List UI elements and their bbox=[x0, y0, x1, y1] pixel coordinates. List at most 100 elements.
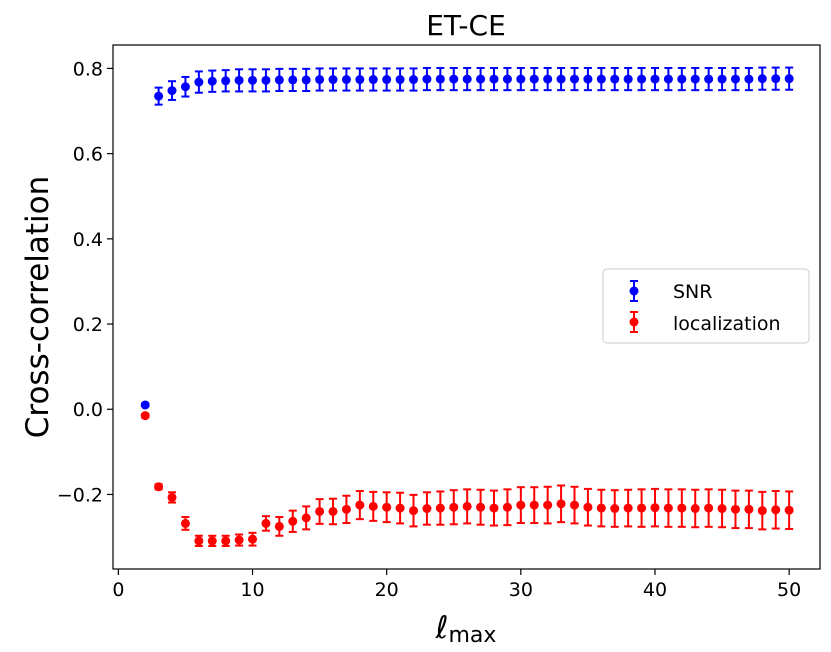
localization-marker bbox=[140, 411, 150, 421]
localization-point bbox=[140, 411, 150, 421]
localization-point bbox=[167, 491, 177, 504]
localization-marker bbox=[409, 506, 419, 516]
snr-point bbox=[234, 68, 244, 93]
localization-point bbox=[757, 490, 767, 531]
snr-point bbox=[637, 67, 647, 92]
localization-point bbox=[771, 490, 781, 530]
localization-marker bbox=[288, 516, 298, 526]
snr-point bbox=[650, 67, 660, 92]
legend-label-localization: localization bbox=[673, 313, 781, 335]
localization-point bbox=[744, 489, 754, 530]
snr-marker bbox=[167, 86, 177, 96]
x-tick-label: 0 bbox=[112, 579, 124, 601]
localization-marker bbox=[516, 500, 526, 510]
localization-point bbox=[637, 488, 647, 528]
localization-point bbox=[207, 534, 217, 547]
snr-point bbox=[623, 67, 633, 92]
localization-marker bbox=[422, 504, 432, 514]
snr-point bbox=[435, 67, 445, 92]
y-tick-label: 0.6 bbox=[73, 144, 103, 166]
x-axis-label-sub: max bbox=[448, 623, 496, 648]
y-tick-label: 0.8 bbox=[73, 58, 103, 80]
snr-point bbox=[154, 86, 164, 106]
localization-point bbox=[663, 488, 673, 528]
localization-marker bbox=[301, 513, 311, 523]
localization-point bbox=[221, 534, 231, 547]
snr-marker bbox=[569, 74, 579, 84]
localization-marker bbox=[650, 503, 660, 513]
snr-point bbox=[248, 68, 258, 93]
snr-marker bbox=[462, 74, 472, 84]
localization-point bbox=[529, 486, 539, 524]
localization-marker bbox=[663, 503, 673, 513]
snr-point bbox=[207, 69, 217, 93]
snr-point bbox=[502, 67, 512, 92]
localization-marker bbox=[207, 536, 217, 546]
localization-point bbox=[435, 490, 445, 526]
snr-point bbox=[489, 67, 499, 92]
localization-point bbox=[395, 491, 405, 525]
legend-label-snr: SNR bbox=[673, 281, 712, 303]
localization-point bbox=[623, 488, 633, 528]
x-tick-label: 20 bbox=[375, 579, 399, 601]
snr-point bbox=[194, 70, 204, 94]
localization-marker bbox=[637, 503, 647, 513]
snr-point bbox=[690, 67, 700, 92]
legend: SNR localization bbox=[602, 268, 810, 344]
localization-point bbox=[328, 497, 338, 526]
snr-marker bbox=[315, 75, 325, 85]
localization-point bbox=[315, 498, 325, 525]
snr-point bbox=[288, 67, 298, 93]
snr-point bbox=[341, 67, 351, 92]
localization-marker bbox=[435, 503, 445, 513]
snr-point bbox=[569, 67, 579, 92]
snr-point bbox=[704, 67, 714, 92]
localization-point bbox=[341, 494, 351, 524]
localization-point bbox=[596, 488, 606, 528]
snr-marker bbox=[637, 74, 647, 84]
localization-marker bbox=[690, 504, 700, 514]
snr-point bbox=[328, 67, 338, 92]
snr-marker bbox=[677, 74, 687, 84]
localization-marker bbox=[502, 502, 512, 512]
y-tick-label: 0.0 bbox=[73, 399, 103, 421]
snr-marker bbox=[771, 74, 781, 84]
localization-marker bbox=[341, 504, 351, 514]
snr-marker bbox=[194, 77, 204, 87]
localization-point bbox=[261, 515, 271, 532]
localization-point bbox=[368, 490, 378, 522]
snr-marker bbox=[690, 74, 700, 84]
snr-marker bbox=[502, 74, 512, 84]
y-tick-label: −0.2 bbox=[57, 484, 103, 506]
localization-marker bbox=[704, 503, 714, 513]
snr-marker bbox=[301, 75, 311, 85]
snr-point bbox=[395, 67, 405, 92]
localization-point bbox=[717, 488, 727, 529]
snr-marker bbox=[180, 82, 190, 92]
snr-marker bbox=[623, 74, 633, 84]
localization-marker bbox=[180, 518, 190, 528]
snr-point bbox=[261, 68, 271, 93]
localization-point bbox=[690, 488, 700, 529]
snr-point bbox=[529, 67, 539, 92]
localization-marker bbox=[194, 536, 204, 546]
localization-marker bbox=[677, 503, 687, 513]
snr-marker bbox=[744, 74, 754, 84]
snr-point bbox=[610, 67, 620, 92]
localization-marker bbox=[717, 504, 727, 514]
snr-point bbox=[583, 67, 593, 92]
snr-point bbox=[771, 66, 781, 91]
snr-marker bbox=[234, 75, 244, 85]
x-tick-label: 40 bbox=[643, 579, 667, 601]
localization-marker bbox=[154, 482, 164, 492]
localization-point bbox=[274, 516, 284, 537]
snr-marker bbox=[784, 74, 794, 84]
snr-marker bbox=[395, 75, 405, 85]
localization-marker bbox=[529, 500, 539, 510]
snr-point bbox=[382, 67, 392, 92]
snr-point bbox=[355, 67, 365, 92]
localization-point bbox=[476, 488, 486, 526]
localization-marker bbox=[476, 502, 486, 512]
snr-point bbox=[757, 66, 767, 91]
